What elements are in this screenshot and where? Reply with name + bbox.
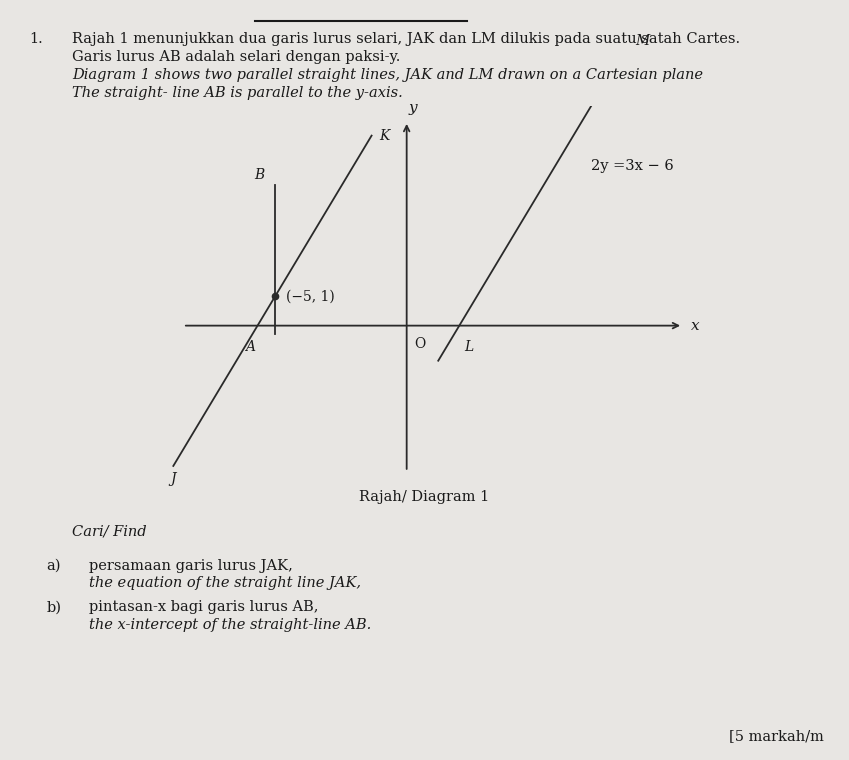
Text: pintasan-x bagi garis lurus AB,: pintasan-x bagi garis lurus AB, bbox=[89, 600, 318, 614]
Text: A: A bbox=[245, 340, 255, 354]
Text: b): b) bbox=[47, 600, 62, 614]
Text: [5 markah/m: [5 markah/m bbox=[728, 730, 824, 743]
Text: the x-intercept of the straight-line AB.: the x-intercept of the straight-line AB. bbox=[89, 618, 371, 632]
Text: x: x bbox=[691, 318, 700, 333]
Text: Garis lurus AB adalah selari dengan paksi-y.: Garis lurus AB adalah selari dengan paks… bbox=[72, 50, 401, 64]
Text: Rajah/ Diagram 1: Rajah/ Diagram 1 bbox=[359, 490, 490, 504]
Text: the equation of the straight line JAK,: the equation of the straight line JAK, bbox=[89, 576, 361, 590]
Text: K: K bbox=[380, 128, 390, 143]
Text: y: y bbox=[409, 101, 418, 116]
Text: O: O bbox=[414, 337, 426, 351]
Text: L: L bbox=[464, 340, 474, 354]
Text: M: M bbox=[636, 33, 649, 48]
Text: Diagram 1 shows two parallel straight lines, JAK and LM drawn on a Cartesian pla: Diagram 1 shows two parallel straight li… bbox=[72, 68, 703, 82]
Text: 1.: 1. bbox=[30, 32, 43, 46]
Text: The straight- line AB is parallel to the y-axis.: The straight- line AB is parallel to the… bbox=[72, 86, 403, 100]
Text: B: B bbox=[255, 169, 265, 182]
Text: 2y =3x − 6: 2y =3x − 6 bbox=[591, 159, 673, 173]
Text: a): a) bbox=[47, 559, 61, 572]
Text: J: J bbox=[171, 472, 177, 486]
Text: persamaan garis lurus JAK,: persamaan garis lurus JAK, bbox=[89, 559, 293, 572]
Text: (−5, 1): (−5, 1) bbox=[285, 290, 335, 303]
Text: Rajah 1 menunjukkan dua garis lurus selari, JAK dan LM dilukis pada suatu satah : Rajah 1 menunjukkan dua garis lurus sela… bbox=[72, 32, 740, 46]
Text: Cari/ Find: Cari/ Find bbox=[72, 524, 147, 538]
